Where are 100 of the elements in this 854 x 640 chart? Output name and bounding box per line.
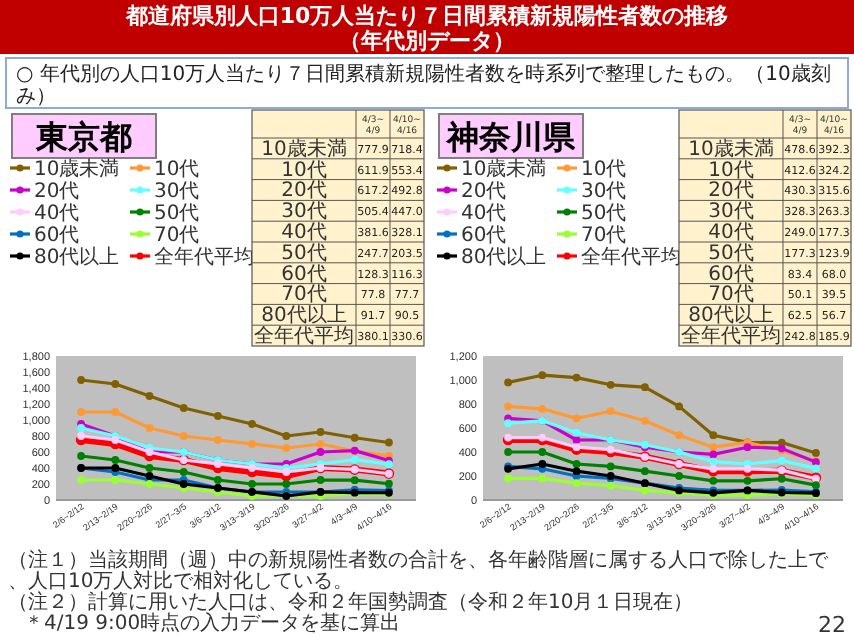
point xyxy=(384,479,393,488)
legend-label: 40代 xyxy=(461,203,507,225)
point xyxy=(572,414,581,423)
text: 50代 xyxy=(708,242,754,265)
point xyxy=(538,448,547,456)
point xyxy=(606,380,615,389)
point xyxy=(145,424,154,432)
point xyxy=(606,462,615,471)
point xyxy=(77,476,86,484)
text: ＊4/19 9:00時点の入力データを基に算出 xyxy=(24,611,401,635)
point xyxy=(316,440,325,448)
legend-label: 10歳未満 xyxy=(34,157,120,181)
point xyxy=(640,416,649,425)
text: 10歳未満 xyxy=(261,138,347,161)
point xyxy=(709,450,718,459)
point xyxy=(504,474,513,483)
point xyxy=(504,378,513,387)
point xyxy=(606,481,615,490)
legend-label: 40代 xyxy=(34,203,80,225)
point xyxy=(572,460,581,468)
point xyxy=(316,428,325,436)
point xyxy=(111,408,120,416)
point xyxy=(248,420,257,428)
text: 30代 xyxy=(281,201,327,224)
point xyxy=(350,455,359,464)
legend-label: 60代 xyxy=(34,225,80,247)
point xyxy=(213,412,222,420)
point xyxy=(572,467,581,476)
point xyxy=(384,438,393,447)
legend-label: 10代 xyxy=(154,159,200,181)
point xyxy=(316,476,325,484)
legend-label: 10代 xyxy=(581,159,627,181)
point xyxy=(709,476,718,485)
text: 10代 xyxy=(708,159,754,182)
text: 10歳未満 xyxy=(688,138,774,161)
point xyxy=(538,371,547,380)
text: 全年代平均 xyxy=(254,326,354,348)
legend-label: 20代 xyxy=(461,181,507,203)
point xyxy=(538,460,547,468)
legend-label: 80代以上 xyxy=(461,245,547,269)
point xyxy=(743,443,752,452)
point xyxy=(538,404,547,413)
point xyxy=(179,432,188,440)
text: 40代 xyxy=(708,222,754,244)
point xyxy=(743,476,752,485)
legend-label: 50代 xyxy=(154,203,200,225)
text: 20代 xyxy=(708,180,754,203)
text: 80代以上 xyxy=(688,305,774,328)
text: 60代 xyxy=(708,263,754,286)
point xyxy=(350,433,359,442)
point xyxy=(572,479,581,488)
text: 80代以上 xyxy=(261,305,347,328)
point xyxy=(248,480,257,488)
text: 40代 xyxy=(281,222,327,244)
point xyxy=(640,486,649,495)
point xyxy=(777,456,786,465)
point xyxy=(213,476,222,484)
point xyxy=(572,436,581,444)
point xyxy=(248,440,257,448)
text: 22 xyxy=(818,612,846,638)
point xyxy=(77,376,86,384)
point xyxy=(675,402,684,411)
text: 都道府県別人口10万人当たり７日間累積新規陽性者数の推移 xyxy=(123,3,729,29)
text: 20代 xyxy=(281,180,327,203)
legend-label: 30代 xyxy=(154,181,200,203)
text: （注１）当該期間（週）中の新規陽性者数の合計を、各年齢階層に属する人口で除した上で、人口10万人対比で相対化している。 xyxy=(8,548,830,593)
text: 60代 xyxy=(281,263,327,286)
point xyxy=(77,408,86,416)
text: 70代 xyxy=(708,284,754,307)
point xyxy=(350,476,359,485)
point xyxy=(606,407,615,416)
text: ○ 年代別の人口10万人当たり７日間累積新規陽性者数を時系列で整理したもの。（10歳刻み） xyxy=(16,62,831,108)
point xyxy=(77,452,86,460)
point xyxy=(282,444,291,452)
legend-label: 全年代平均 xyxy=(581,245,681,269)
text: 30代 xyxy=(708,201,754,224)
point xyxy=(709,443,718,452)
point xyxy=(179,468,188,476)
point xyxy=(504,402,513,411)
point xyxy=(213,436,222,444)
point xyxy=(282,480,291,488)
legend-label: 60代 xyxy=(461,225,507,247)
point xyxy=(811,464,820,473)
text: 全年代平均 xyxy=(681,326,781,348)
point xyxy=(316,448,325,456)
point xyxy=(111,380,120,388)
point xyxy=(77,432,86,440)
legend-label: 70代 xyxy=(154,225,200,247)
point xyxy=(709,457,718,466)
legend-label: 全年代平均 xyxy=(154,245,254,269)
point xyxy=(811,449,820,457)
point xyxy=(675,431,684,440)
point xyxy=(777,474,786,483)
point xyxy=(640,383,649,392)
chart-title: 神奈川県 xyxy=(445,118,577,156)
text: 50代 xyxy=(281,242,327,265)
point xyxy=(111,456,120,464)
point xyxy=(145,464,154,472)
point xyxy=(640,467,649,476)
point xyxy=(282,432,291,440)
